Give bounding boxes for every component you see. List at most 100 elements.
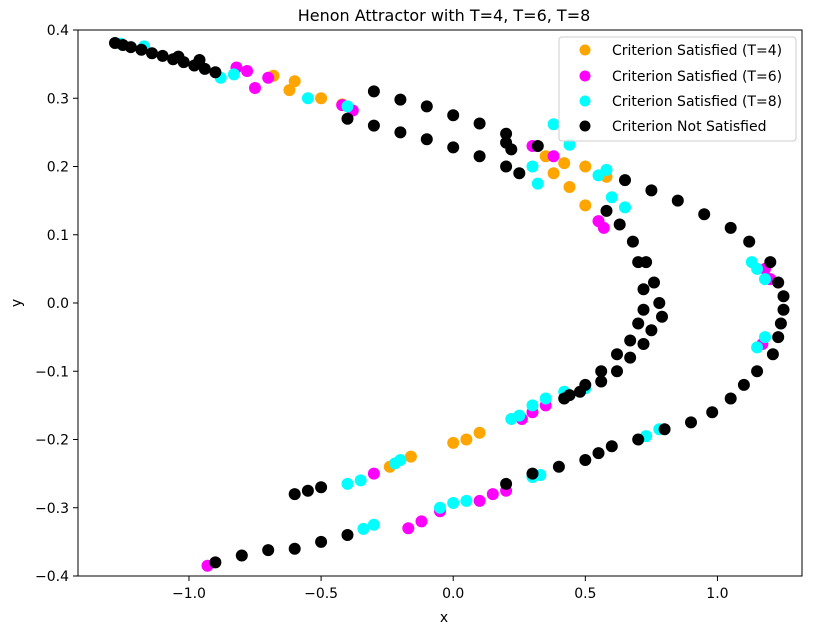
point-series-2-22 xyxy=(513,409,526,422)
point-series-0-1 xyxy=(288,75,301,88)
point-series-3-32 xyxy=(671,194,684,207)
point-series-3-49 xyxy=(632,433,645,446)
point-series-3-19 xyxy=(341,112,354,125)
point-series-3-4 xyxy=(146,47,158,60)
point-series-3-9 xyxy=(198,62,211,75)
point-series-3-50 xyxy=(605,440,618,453)
point-series-2-24 xyxy=(539,392,552,405)
point-series-3-23 xyxy=(447,141,460,154)
point-series-3-2 xyxy=(124,41,137,54)
point-series-3-82 xyxy=(595,365,608,378)
point-series-3-87 xyxy=(315,481,328,494)
point-series-3-73 xyxy=(595,375,608,388)
point-series-3-37 xyxy=(772,276,785,289)
y-axis-label: y xyxy=(9,299,25,307)
x-axis-label: x xyxy=(440,610,448,626)
point-series-2-4 xyxy=(301,92,314,105)
y-tick-label: 0.2 xyxy=(47,160,69,176)
point-series-2-12 xyxy=(605,191,618,204)
point-series-1-18 xyxy=(402,522,415,535)
x-tick-label: 0.5 xyxy=(574,586,596,602)
point-series-0-6 xyxy=(558,157,571,170)
point-series-1-21 xyxy=(473,494,486,507)
point-series-3-62 xyxy=(600,204,613,217)
point-series-3-84 xyxy=(563,389,576,402)
point-series-3-58 xyxy=(341,529,354,541)
point-series-3-52 xyxy=(579,454,592,466)
point-series-3-55 xyxy=(500,477,513,490)
point-series-2-34 xyxy=(447,497,460,509)
point-series-2-17 xyxy=(751,341,764,354)
point-series-2-6 xyxy=(547,118,560,131)
point-series-2-32 xyxy=(367,518,380,531)
point-series-2-8 xyxy=(526,160,539,173)
point-series-3-69 xyxy=(645,324,658,337)
point-series-3-22 xyxy=(420,133,433,146)
point-series-3-33 xyxy=(698,208,711,221)
point-series-3-68 xyxy=(656,310,668,323)
point-series-3-26 xyxy=(513,167,526,180)
point-series-3-44 xyxy=(737,378,750,391)
point-series-3-38 xyxy=(777,290,790,303)
point-series-3-45 xyxy=(724,392,737,405)
point-series-3-67 xyxy=(653,297,666,309)
point-series-3-51 xyxy=(592,447,605,460)
point-series-3-40 xyxy=(774,317,787,330)
point-series-3-14 xyxy=(394,93,407,106)
point-series-3-36 xyxy=(764,256,777,269)
point-series-3-60 xyxy=(235,549,248,562)
point-series-3-78 xyxy=(637,303,650,316)
point-series-3-59 xyxy=(262,544,275,557)
legend-label-t8: Criterion Satisfied (T=8) xyxy=(612,94,782,110)
point-series-3-31 xyxy=(645,184,658,197)
point-series-3-48 xyxy=(658,423,671,436)
point-series-3-13 xyxy=(367,85,380,98)
point-series-2-16 xyxy=(759,273,771,286)
point-series-3-15 xyxy=(420,100,433,113)
point-series-3-61 xyxy=(209,556,222,569)
point-series-2-5 xyxy=(341,100,354,113)
point-series-2-30 xyxy=(394,454,407,466)
point-series-3-30 xyxy=(619,174,631,187)
point-series-3-34 xyxy=(724,221,737,234)
point-series-3-85 xyxy=(288,488,301,501)
point-series-1-2 xyxy=(262,71,275,84)
point-series-3-83 xyxy=(579,378,592,391)
y-tick-label: 0.0 xyxy=(47,296,69,312)
point-series-2-18 xyxy=(759,331,771,344)
point-series-1-9 xyxy=(547,150,560,163)
point-series-3-63 xyxy=(613,218,626,231)
point-series-2-7 xyxy=(563,138,576,151)
y-tick-label: −0.2 xyxy=(35,433,69,449)
point-series-3-76 xyxy=(632,256,645,269)
point-series-2-31 xyxy=(357,522,370,535)
point-series-3-86 xyxy=(301,484,314,497)
point-series-1-19 xyxy=(415,515,428,528)
legend-marker-t6 xyxy=(579,70,591,82)
point-series-2-9 xyxy=(531,177,544,190)
point-series-2-35 xyxy=(460,494,473,507)
legend: Criterion Satisfied (T=4) Criterion Sati… xyxy=(558,36,797,142)
point-series-2-13 xyxy=(619,201,631,214)
legend-marker-t8 xyxy=(579,95,591,107)
legend-label-not-satisfied: Criterion Not Satisfied xyxy=(612,119,767,135)
point-series-0-14 xyxy=(447,436,460,449)
point-series-3-24 xyxy=(473,150,486,163)
point-series-3-5 xyxy=(156,49,169,62)
point-series-1-14 xyxy=(597,221,610,234)
point-series-3-46 xyxy=(706,406,719,419)
point-series-3-57 xyxy=(315,535,328,548)
y-tick-label: −0.1 xyxy=(35,364,69,380)
point-series-3-42 xyxy=(766,348,779,361)
point-series-1-22 xyxy=(486,488,499,501)
point-series-2-11 xyxy=(600,163,613,176)
point-series-3-25 xyxy=(500,160,513,173)
point-series-3-18 xyxy=(500,127,513,140)
x-tick-label: 1.0 xyxy=(706,586,728,602)
point-series-3-79 xyxy=(632,317,645,330)
point-series-3-11 xyxy=(172,50,185,63)
point-series-2-15 xyxy=(751,262,764,275)
y-tick-label: 0.3 xyxy=(47,91,69,107)
point-series-3-54 xyxy=(526,467,539,480)
